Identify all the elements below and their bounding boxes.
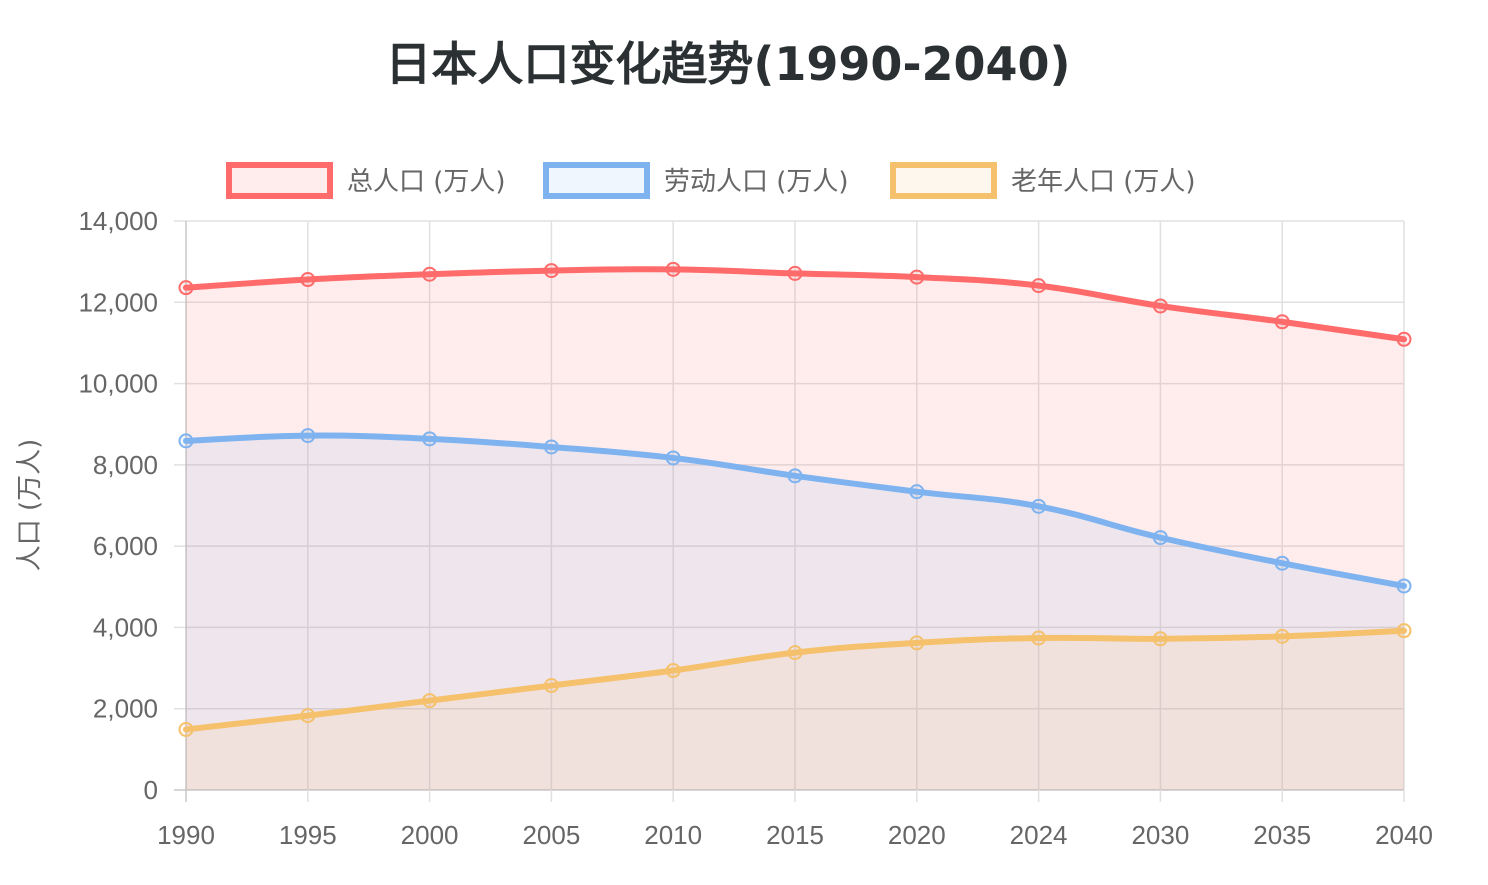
data-point[interactable] [787,645,803,661]
x-axis-ticks: 1990 1995 2000 2005 2010 2015 2020 2024 2030 2035… [157,820,1433,850]
data-point[interactable] [1396,623,1412,639]
legend-item[interactable]: 总人口 (万人) [226,162,506,199]
data-point[interactable] [178,433,194,449]
x-tick-label: 2040 [1375,820,1433,850]
data-point[interactable] [543,678,559,694]
data-point[interactable] [1274,314,1290,330]
data-point[interactable] [665,663,681,679]
grid [174,220,1405,802]
data-point[interactable] [787,265,803,281]
data-point[interactable] [909,269,925,285]
y-tick-label: 2,000 [93,694,158,724]
legend-swatch [890,162,997,199]
x-tick-label: 2005 [522,820,580,850]
data-point[interactable] [1031,630,1047,646]
data-point[interactable] [909,484,925,500]
data-point[interactable] [1152,298,1168,314]
data-point[interactable] [1274,555,1290,571]
data-point[interactable] [543,263,559,279]
legend: 总人口 (万人) 劳动人口 (万人) 老年人口 (万人) [226,162,1196,199]
chart-title: 日本人口变化趋势(1990-2040) [385,37,1070,91]
data-point[interactable] [1152,530,1168,546]
x-tick-label: 1990 [157,820,215,850]
data-point[interactable] [1274,628,1290,644]
area-fills [186,269,1404,790]
data-point[interactable] [178,280,194,296]
series-line-2 [183,627,1407,733]
data-point[interactable] [1396,578,1412,594]
x-tick-label: 2010 [644,820,702,850]
series-area-2 [186,630,1404,790]
y-tick-label: 12,000 [78,287,158,317]
x-tick-label: 2020 [888,820,946,850]
y-tick-label: 0 [144,775,158,805]
x-tick-label: 1995 [279,820,337,850]
data-point[interactable] [1031,498,1047,514]
data-point[interactable] [1152,631,1168,647]
data-point[interactable] [1031,278,1047,294]
series-line-1 [183,432,1407,589]
legend-label: 老年人口 (万人) [1011,167,1196,197]
legend-item[interactable]: 老年人口 (万人) [890,162,1196,199]
x-tick-label: 2015 [766,820,824,850]
data-point[interactable] [300,272,316,288]
legend-swatch [226,162,333,199]
x-tick-label: 2035 [1253,820,1311,850]
data-point[interactable] [665,450,681,466]
data-point[interactable] [178,721,194,737]
y-tick-label: 10,000 [78,369,158,399]
legend-label: 总人口 (万人) [347,167,506,197]
y-tick-label: 8,000 [93,450,158,480]
y-tick-label: 6,000 [93,531,158,561]
data-point[interactable] [909,635,925,651]
legend-swatch [543,162,650,199]
data-point[interactable] [300,428,316,444]
data-point[interactable] [422,693,438,709]
series-lines [183,266,1407,733]
data-point[interactable] [665,261,681,277]
data-point[interactable] [787,468,803,484]
y-axis-ticks: 0 2,000 4,000 6,000 8,000 10,000 12,000 14,000 [78,206,158,805]
series-line-0 [183,266,1407,343]
data-point[interactable] [1396,331,1412,347]
data-point[interactable] [300,708,316,724]
x-tick-label: 2000 [401,820,459,850]
y-tick-label: 4,000 [93,612,158,642]
y-tick-label: 14,000 [78,206,158,236]
data-point[interactable] [543,439,559,455]
y-axis-title: 人口 (万人) [15,439,45,572]
data-point[interactable] [422,431,438,447]
series-area-0 [186,269,1404,790]
data-points [178,261,1412,737]
legend-label: 劳动人口 (万人) [664,167,849,197]
x-tick-label: 2030 [1131,820,1189,850]
data-point[interactable] [422,266,438,282]
legend-item[interactable]: 劳动人口 (万人) [543,162,849,199]
x-tick-label: 2024 [1010,820,1068,850]
